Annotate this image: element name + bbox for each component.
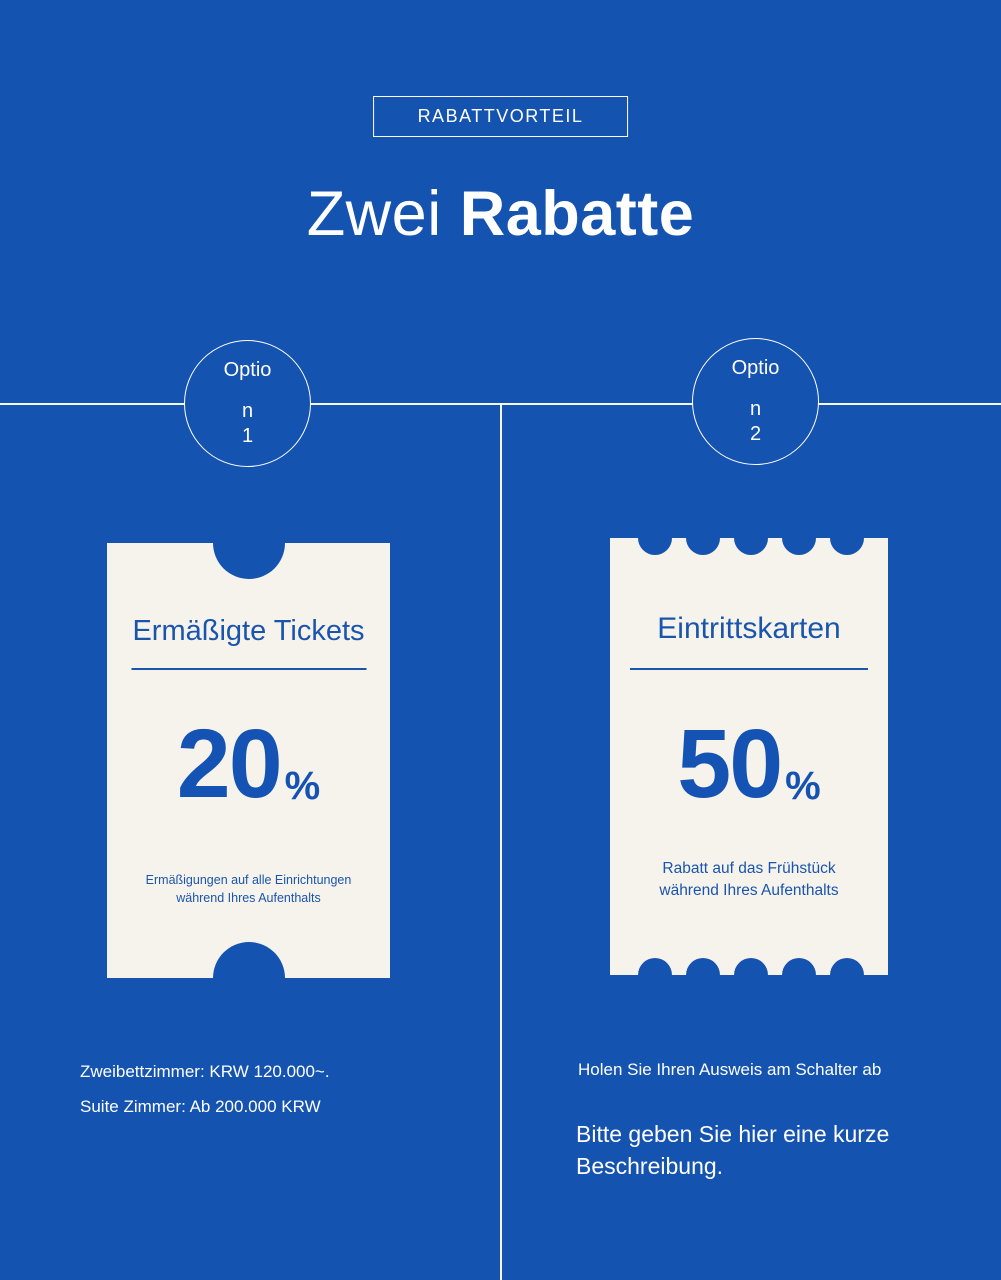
ticket-right-number: 50 [677,709,783,818]
page-title-light: Zwei [306,179,442,249]
option-2-line3: 2 [749,423,762,445]
left-footer-price-1: Zweibettzimmer: KRW 120.000~. [80,1062,330,1081]
vertical-divider [500,403,502,1280]
ticket-left-number: 20 [176,709,283,818]
ticket-right-scallop-bottom [686,958,720,992]
option-1-line1: Optio [223,359,272,381]
option-1-line3: 1 [241,425,254,447]
ticket-right-scallop-top [782,521,816,555]
page-title-bold: Rabatte [459,179,695,249]
ticket-left-discount: 20 % [107,715,390,812]
ticket-left-rule [131,668,366,670]
ticket-right-scallop-top [734,521,768,555]
ticket-right-discount: 50 % [610,715,888,812]
ticket-right-scallop-bottom [638,958,672,992]
ticket-left-desc-line2: während Ihres Aufenthalts [176,891,321,906]
left-footer: Zweibettzimmer: KRW 120.000~. Suite Zimm… [80,1062,330,1117]
option-1-circle: Optio n 1 [184,340,311,467]
ticket-right-scallop-top [638,521,672,555]
ticket-right-scallop-bottom [734,958,768,992]
ticket-left-desc-line1: Ermäßigungen auf alle Einrichtungen [145,873,352,887]
page-title: Zwei Rabatte [0,178,1001,250]
ticket-left: Ermäßigte Tickets 20 % Ermäßigungen auf … [107,507,390,1014]
option-2-circle: Optio n 2 [692,338,819,465]
discount-badge: RABATTVORTEIL [372,96,629,137]
ticket-left-title: Ermäßigte Tickets [132,615,365,647]
ticket-right-scallop-top [686,521,720,555]
ticket-right-scallop-bottom [830,958,864,992]
option-2-line1: Optio [731,357,780,379]
discount-badge-label: RABATTVORTEIL [417,106,584,126]
ticket-right-percent: % [785,764,821,808]
option-2-line2: n [749,398,762,420]
ticket-left-percent: % [284,764,321,808]
right-footer-note: Holen Sie Ihren Ausweis am Schalter ab [578,1060,882,1079]
ticket-right-title: Eintrittskarten [657,612,841,645]
option-1-line2: n [241,400,254,422]
ticket-left-notch-bottom [212,942,285,1014]
ticket-right-scallop-bottom [782,958,816,992]
ticket-right-desc-line1: Rabatt auf das Frühstück [662,860,836,877]
ticket-right-description: Rabatt auf das Frühstück während Ihres A… [610,858,888,903]
right-footer-description: Bitte geben Sie hier eine kurze Beschrei… [576,1121,890,1180]
ticket-left-description: Ermäßigungen auf alle Einrichtungen währ… [107,871,390,907]
ticket-left-notch-top [212,507,285,579]
ticket-right-desc-line2: während Ihres Aufenthalts [659,882,839,900]
ticket-right: Eintrittskarten 50 % Rabatt auf das Früh… [610,521,888,992]
ticket-right-rule [630,668,868,670]
ticket-right-scallop-top [830,521,864,555]
left-footer-price-2: Suite Zimmer: Ab 200.000 KRW [80,1097,321,1116]
